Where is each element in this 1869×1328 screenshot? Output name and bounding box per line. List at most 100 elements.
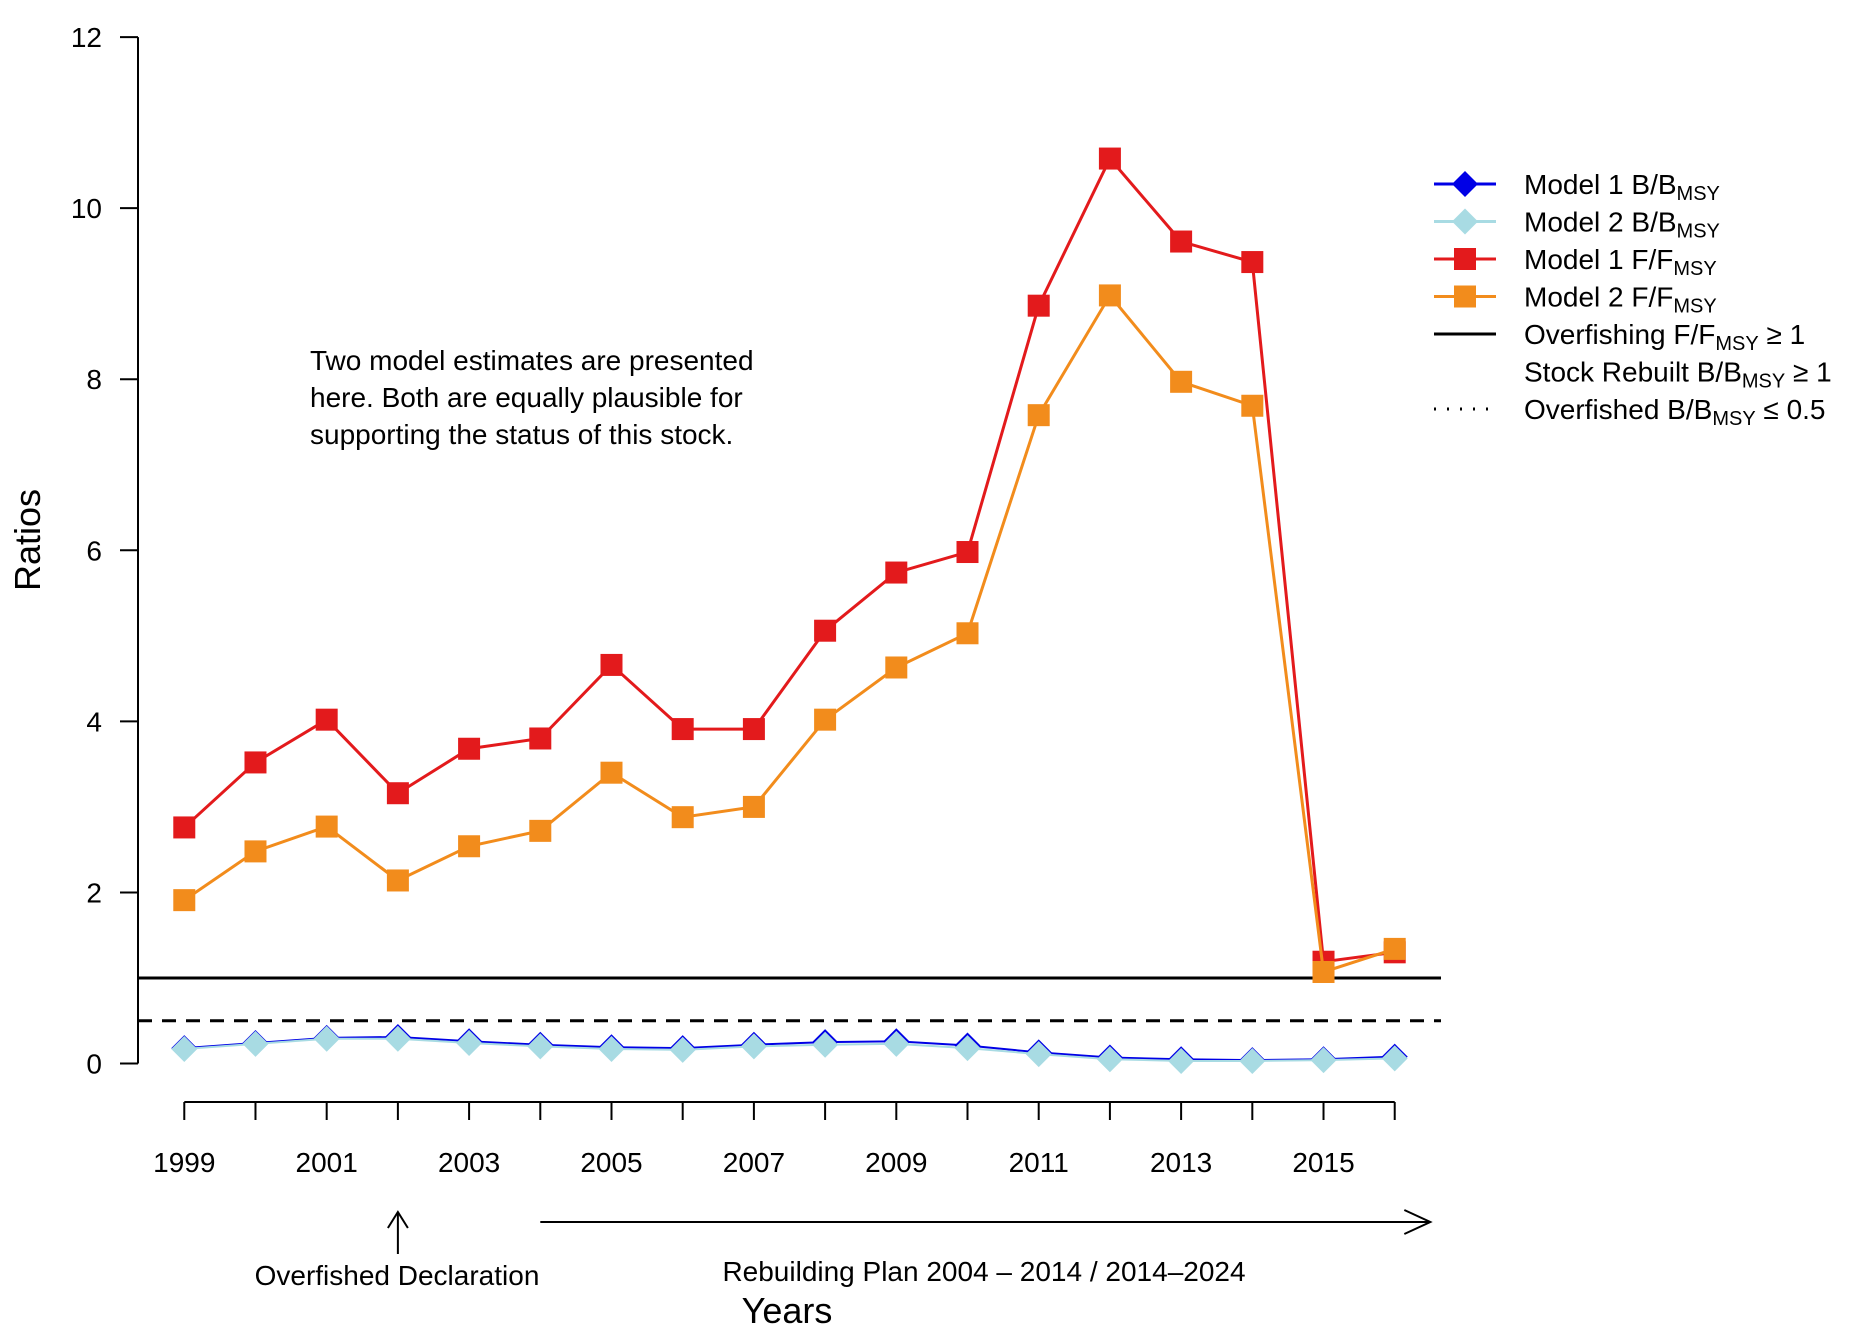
series-2 [173, 284, 1406, 983]
legend-label: Model 2 B/BMSY [1524, 207, 1720, 243]
data-point [600, 761, 623, 784]
y-tick-label: 4 [86, 706, 102, 737]
status-note: Two model estimates are presented here. … [310, 345, 754, 450]
data-point [669, 1036, 696, 1063]
data-point [954, 1035, 981, 1062]
data-point [1098, 284, 1121, 307]
y-tick-label: 6 [86, 535, 102, 566]
legend-marker [1454, 248, 1476, 270]
data-point [171, 1035, 198, 1062]
series-4 [171, 1025, 1408, 1074]
series-3 [171, 1023, 1408, 1074]
data-point [242, 1030, 269, 1057]
data-point [1381, 1045, 1408, 1072]
overfished-declaration-label: Overfished Declaration [255, 1260, 540, 1291]
data-point [386, 782, 409, 805]
y-tick-label: 10 [71, 193, 102, 224]
y-axis: 0 2 4 6 8 10 12 [71, 22, 139, 1080]
legend-marker [1452, 171, 1478, 197]
data-point [173, 816, 196, 839]
legend-entry: Overfished B/BMSY ≤ 0.5 [1434, 394, 1826, 430]
data-point [1170, 370, 1193, 393]
status-note-line: here. Both are equally plausible for [310, 382, 743, 413]
data-point [600, 653, 623, 676]
x-axis: 1999 2001 2003 2005 2007 2009 2011 2013 2015 [153, 1101, 1396, 1178]
data-point [1027, 404, 1050, 427]
rebuilding-plan-arrowhead [1403, 1209, 1433, 1235]
series-1 [173, 147, 1406, 973]
data-point [458, 737, 481, 760]
data-point [1310, 1047, 1337, 1074]
data-point [456, 1029, 483, 1056]
data-point [1383, 937, 1406, 960]
y-axis-title: Ratios [7, 489, 48, 591]
data-point [883, 1030, 910, 1057]
data-point [1241, 251, 1264, 274]
x-tick-label: 2007 [723, 1147, 785, 1178]
x-tick-label: 2001 [296, 1147, 358, 1178]
data-point [244, 840, 267, 863]
overfished-declaration-arrowhead [387, 1210, 409, 1229]
legend-label: Model 1 B/BMSY [1524, 169, 1720, 205]
data-point [885, 561, 908, 584]
series-layer [171, 147, 1408, 1074]
data-point [529, 819, 552, 842]
reference-lines [138, 976, 1441, 1023]
y-tick-label: 12 [71, 22, 102, 53]
data-point [1096, 1046, 1123, 1073]
legend-entry: Stock Rebuilt B/BMSY ≥ 1 [1524, 357, 1832, 393]
rebuilding-plan-label: Rebuilding Plan 2004 – 2014 / 2014–2024 [722, 1256, 1245, 1287]
status-note-line: Two model estimates are presented [310, 345, 754, 376]
legend-label: Overfished B/BMSY ≤ 0.5 [1524, 394, 1826, 430]
data-point [1170, 230, 1193, 253]
legend-entry: Model 2 F/FMSY [1434, 282, 1717, 318]
legend-entry: Model 1 F/FMSY [1434, 244, 1717, 280]
legend-label: Stock Rebuilt B/BMSY ≥ 1 [1524, 357, 1832, 393]
data-point [1025, 1041, 1052, 1068]
series-line [184, 1037, 1395, 1062]
data-point [315, 708, 338, 731]
annotations: Two model estimates are presented here. … [255, 345, 1433, 1291]
data-point [384, 1025, 411, 1052]
series-line [184, 1035, 1395, 1062]
data-point [598, 1035, 625, 1062]
x-tick-label: 2011 [1009, 1147, 1069, 1178]
data-point [173, 889, 196, 912]
data-point [885, 656, 908, 679]
data-point [1098, 147, 1121, 170]
series-line [183, 155, 1395, 964]
data-point [1312, 960, 1335, 983]
data-point [386, 869, 409, 892]
data-point [1027, 294, 1050, 317]
x-tick-label: 1999 [153, 1147, 215, 1178]
x-tick-label: 2013 [1150, 1147, 1212, 1178]
y-tick-label: 0 [86, 1049, 102, 1080]
status-note-line: supporting the status of this stock. [310, 419, 733, 450]
x-tick-label: 2015 [1292, 1147, 1354, 1178]
data-point [1239, 1047, 1266, 1074]
data-point [315, 815, 338, 838]
y-tick-label: 8 [86, 364, 102, 395]
data-point [671, 718, 694, 741]
y-tick-label: 2 [86, 877, 102, 908]
data-point [812, 1031, 839, 1058]
legend-label: Overfishing F/FMSY ≥ 1 [1524, 319, 1805, 355]
data-point [742, 718, 765, 741]
data-point [742, 795, 765, 818]
x-axis-title: Years [742, 1290, 833, 1328]
legend-entry: Overfishing F/FMSY ≥ 1 [1434, 319, 1805, 355]
data-point [527, 1033, 554, 1060]
x-tick-label: 2003 [438, 1147, 500, 1178]
data-point [956, 541, 979, 564]
data-point [458, 835, 481, 858]
data-point [1168, 1047, 1195, 1074]
legend-entry: Model 1 B/BMSY [1434, 169, 1720, 205]
x-tick-label: 2009 [865, 1147, 927, 1178]
data-point [529, 727, 552, 750]
legend-label: Model 1 F/FMSY [1524, 244, 1717, 280]
series-line [183, 292, 1396, 974]
x-tick-label: 2005 [580, 1147, 642, 1178]
legend-marker [1452, 208, 1478, 235]
